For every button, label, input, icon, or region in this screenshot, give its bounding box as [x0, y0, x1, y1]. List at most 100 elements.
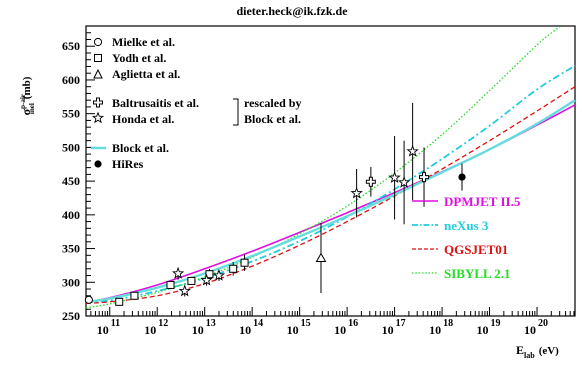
curve-sibyll-2-1 — [85, 25, 562, 309]
y-tick-label: 450 — [62, 174, 80, 188]
marker-open-square — [115, 297, 124, 306]
marker-open-square — [205, 270, 214, 279]
y-tick-label: 350 — [62, 242, 80, 256]
legend-label-mielke: Mielke et al. — [112, 35, 175, 49]
marker-open-cross — [365, 176, 376, 187]
x-tick-exponent: 12 — [158, 318, 168, 329]
legend-label-baltrusaitis: Baltrusaitis et al. — [112, 96, 199, 110]
legend-item-aglietta: Aglietta et al. — [93, 67, 180, 81]
y-tick-label: 250 — [62, 309, 80, 323]
x-tick-label: 10 — [97, 323, 109, 337]
marker-open-square — [240, 258, 249, 267]
data-point — [187, 276, 196, 285]
legend-marker-open-circle — [93, 37, 103, 47]
legend-label-dpmjet: DPMJET II.5 — [444, 194, 521, 209]
x-tick-exponent: 16 — [348, 318, 358, 329]
experiment-legend: Mielke et al. Yodh et al. Aglietta et al… — [91, 35, 301, 171]
marker-open-star — [178, 284, 191, 297]
legend-item-dpmjet: DPMJET II.5 — [412, 194, 521, 209]
x-tick-label: 10 — [239, 323, 251, 337]
x-tick-label: 10 — [477, 323, 489, 337]
legend-label-nexus: neXus 3 — [444, 218, 489, 233]
legend-item-baltrusaitis: Baltrusaitis et al. — [93, 96, 199, 110]
legend-label-block: Block et al. — [112, 141, 169, 155]
axis-ticks: 10 11 10 12 10 13 10 14 10 15 10 16 10 17 10 18 10 19 10 20… — [62, 25, 575, 337]
data-point — [178, 284, 191, 297]
marker-open-triangle — [315, 252, 327, 262]
data-point — [172, 267, 185, 280]
x-tick-exponent: 14 — [253, 318, 263, 329]
x-tick-exponent: 13 — [206, 318, 216, 329]
y-axis-unit: (mb) — [21, 76, 33, 99]
curve-block — [85, 99, 576, 303]
data-point — [229, 262, 238, 276]
y-tick-label: 550 — [62, 107, 80, 121]
marker-open-star — [397, 176, 411, 188]
x-axis-symbol: E — [516, 343, 524, 357]
marker-open-circle — [84, 295, 93, 304]
legend-item-nexus: neXus 3 — [412, 218, 489, 233]
legend-label-aglietta: Aglietta et al. — [112, 67, 180, 81]
x-axis-label: Elab (eV) — [516, 343, 559, 360]
data-point — [458, 163, 466, 191]
legend-item-qgsjet: QGSJET01 — [412, 242, 508, 257]
plot-frame — [85, 25, 576, 317]
x-tick-label: 10 — [524, 323, 536, 337]
x-tick-exponent: 19 — [491, 318, 501, 329]
marker-open-square — [187, 276, 196, 285]
legend-label-yodh: Yodh et al. — [112, 51, 166, 65]
y-axis-sub: inel — [28, 103, 36, 114]
legend-marker-filled-circle — [94, 160, 102, 168]
rescale-note-line1: rescaled by — [244, 96, 301, 110]
x-tick-exponent: 11 — [111, 318, 120, 329]
model-legend: DPMJET II.5 neXus 3 QGSJET01 SIBYLL 2.1 — [412, 194, 521, 281]
curve-qgsjet01 — [85, 86, 576, 304]
marker-open-star — [406, 144, 419, 157]
data-point — [365, 166, 376, 197]
x-axis-sub: lab — [524, 351, 535, 360]
data-point — [240, 254, 249, 271]
data-point — [200, 273, 213, 286]
x-tick-label: 10 — [429, 323, 441, 337]
legend-item-sibyll: SIBYLL 2.1 — [412, 266, 510, 281]
data-point — [350, 168, 363, 218]
y-axis-label: σp-airinel (mb) — [19, 76, 36, 115]
x-tick-exponent: 18 — [443, 318, 453, 329]
legend-marker-open-square — [94, 54, 102, 62]
marker-open-star — [388, 171, 401, 184]
marker-open-square — [166, 280, 175, 289]
x-tick-label: 10 — [382, 323, 394, 337]
legend-item-yodh: Yodh et al. — [94, 51, 166, 65]
x-tick-exponent: 20 — [538, 318, 548, 329]
data-point — [388, 135, 401, 220]
marker-open-square — [229, 264, 238, 273]
data-point — [130, 291, 139, 300]
data-point — [205, 268, 214, 280]
legend-item-hires: HiRes — [94, 157, 144, 171]
legend-marker-open-cross — [93, 97, 103, 108]
y-axis-sup: p-air — [19, 94, 27, 109]
legend-marker-open-star — [91, 111, 105, 124]
data-point — [212, 269, 226, 281]
legend-label-honda: Honda et al. — [112, 112, 174, 126]
y-tick-label: 500 — [62, 140, 80, 154]
y-tick-label: 400 — [62, 208, 80, 222]
data-point — [84, 295, 93, 304]
rescale-note-line2: Block et al. — [244, 112, 301, 126]
x-tick-label: 10 — [144, 323, 156, 337]
marker-open-square — [130, 291, 139, 300]
legend-bracket — [233, 98, 239, 126]
data-points — [84, 102, 466, 306]
data-point — [419, 147, 430, 207]
y-tick-label: 300 — [62, 275, 80, 289]
model-curves — [85, 25, 576, 309]
x-tick-label: 10 — [334, 323, 346, 337]
marker-filled-circle — [458, 173, 466, 181]
y-axis-symbol: σ — [19, 108, 33, 115]
legend-item-block: Block et al. — [91, 141, 169, 155]
marker-open-star — [200, 273, 213, 286]
legend-item-mielke: Mielke et al. — [93, 35, 175, 49]
x-tick-label: 10 — [287, 323, 299, 337]
